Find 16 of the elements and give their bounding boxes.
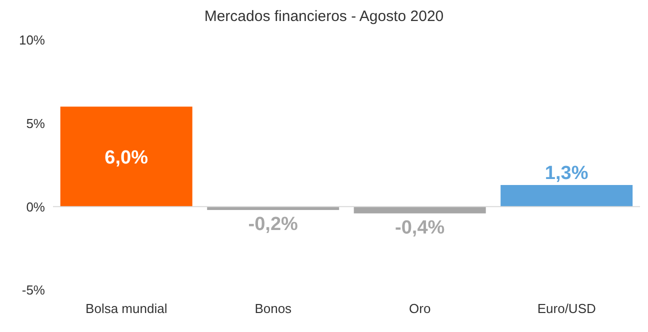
x-tick-label: Bonos — [254, 301, 292, 316]
y-tick-label: 5% — [26, 116, 46, 131]
bar — [60, 106, 192, 207]
x-tick-label: Bolsa mundial — [86, 301, 168, 316]
bar — [354, 206, 486, 214]
data-label: -0,4% — [395, 217, 445, 238]
x-tick-label: Euro/USD — [537, 301, 596, 316]
data-label: -0,2% — [248, 214, 298, 235]
y-tick-label: -5% — [22, 282, 46, 298]
data-label: 1,3% — [544, 163, 588, 184]
x-tick-label: Oro — [409, 301, 431, 316]
y-tick-label: 10% — [18, 32, 46, 48]
chart-title: Mercados financieros - Agosto 2020 — [203, 8, 445, 27]
y-tick-label: 0% — [26, 199, 46, 214]
data-label: 6,0% — [104, 148, 148, 169]
bar — [500, 185, 633, 207]
